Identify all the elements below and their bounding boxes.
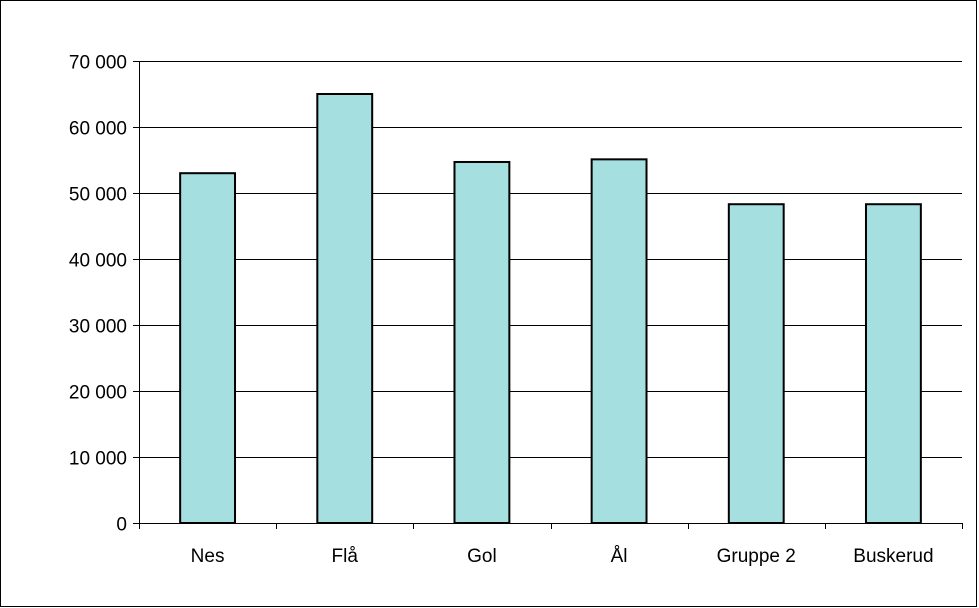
x-category-label: Buskerud xyxy=(853,546,933,567)
x-category-label: Ål xyxy=(611,546,628,567)
bar xyxy=(316,93,374,524)
x-category-label: Nes xyxy=(191,546,225,567)
bar xyxy=(179,172,237,524)
x-category-labels: Nes Flå Gol Ål Gruppe 2 Buskerud xyxy=(191,546,934,567)
bar xyxy=(590,158,648,524)
y-tick-label: 10 000 xyxy=(69,449,127,470)
bar xyxy=(453,160,511,524)
axes xyxy=(133,61,963,529)
x-category-label: Flå xyxy=(332,546,359,567)
y-tick-label: 20 000 xyxy=(69,383,127,404)
gridlines xyxy=(139,61,962,458)
y-tick-label: 0 xyxy=(116,515,127,536)
y-tick-label: 70 000 xyxy=(69,53,127,74)
y-tick-label: 60 000 xyxy=(69,119,127,140)
y-tick-label: 30 000 xyxy=(69,317,127,338)
y-tick-label: 40 000 xyxy=(69,251,127,272)
bar xyxy=(864,203,922,524)
x-category-label: Gol xyxy=(467,546,497,567)
x-category-label: Gruppe 2 xyxy=(717,546,796,567)
y-tick-label: 50 000 xyxy=(69,185,127,206)
y-tick-labels: 0 10 000 20 000 30 000 40 000 50 000 60 000 70 … xyxy=(69,53,127,536)
bars xyxy=(179,93,922,524)
bar xyxy=(727,203,785,524)
